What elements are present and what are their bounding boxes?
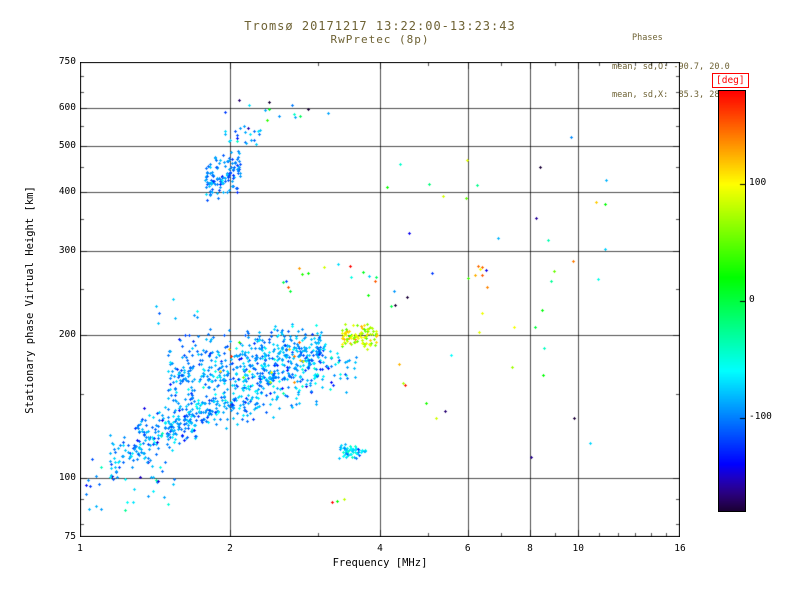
x-tick-label: 6	[464, 543, 471, 554]
y-tick-label: 100	[58, 471, 76, 483]
colorbar-tick-label: -100	[749, 410, 772, 422]
y-tick-label: 300	[58, 245, 76, 257]
colorbar-unit-label: [deg]	[712, 73, 749, 88]
y-tick-label: 75	[64, 531, 76, 542]
x-tick-label: 10	[572, 543, 585, 554]
colorbar-tick-label: 100	[749, 177, 767, 189]
y-tick-label: 500	[58, 139, 76, 151]
x-tick-label: 16	[674, 543, 686, 554]
colorbar	[718, 90, 746, 512]
scatter-plot-canvas	[80, 62, 680, 537]
plot-title: Tromsø 20171217 13:22:00-13:23:43	[244, 19, 516, 33]
y-axis-label: Stationary phase Virtual Height [km]	[24, 186, 36, 414]
y-tick-label: 400	[58, 185, 76, 197]
x-tick-label: 8	[527, 543, 533, 554]
x-axis-label: Frequency [MHz]	[332, 557, 428, 569]
y-tick-label: 600	[58, 102, 76, 114]
x-tick-label: 1	[77, 543, 83, 554]
plot-subtitle: RwPretec (8p)	[330, 33, 430, 46]
phase-stats-title: Phases	[632, 33, 663, 43]
y-tick-label: 750	[58, 56, 76, 67]
x-tick-label: 2	[227, 543, 233, 554]
y-tick-label: 200	[58, 328, 76, 340]
x-tick-label: 4	[377, 543, 383, 554]
colorbar-tick-label: 0	[749, 294, 755, 305]
